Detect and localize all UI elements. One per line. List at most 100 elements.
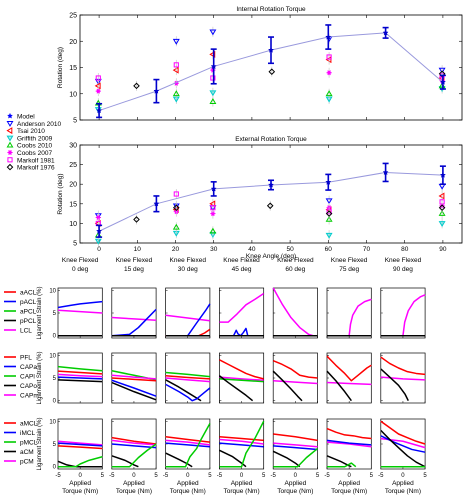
strain-series-line [219,359,264,380]
strain-series-line [111,443,157,468]
y-tick-label: 10 [49,288,56,294]
x-tick-label: -5 [163,473,169,479]
x-tick-label: 50 [286,246,294,253]
strain-series-line [380,376,426,381]
study-point [209,90,217,97]
study-point [268,68,276,76]
model-point [439,171,446,178]
panel-frame [219,287,265,339]
legend-label: CAPm [20,393,39,400]
strain-series-line [111,439,157,446]
strain-series-line [111,381,157,401]
study-point [325,90,333,97]
study-point-stroke [327,70,331,76]
y-tick-label: 10 [69,91,77,98]
internal-rotation-chart: Internal Rotation Torque 5 10 15 20 25 Rotatio… [57,6,463,125]
y-tick-label: 25 [69,162,77,169]
model-point [267,46,275,53]
study-point [438,221,446,227]
strain-series-line [218,375,254,402]
column-header-line1: Knee Flexed [385,257,422,264]
strain-series-line [326,455,352,468]
x-axis-label-bottom: Torque (Nm) [331,488,367,495]
y-tick-label: 25 [69,13,77,20]
y-tick-label: 5 [73,241,77,248]
strain-series-line [57,445,103,450]
y-tick-label: 10 [49,419,56,425]
study-point [327,71,331,75]
x-tick-label: -5 [324,473,330,479]
y-tick-label: 30 [69,143,77,150]
y-tick-label: 5 [73,118,77,125]
strain-series-line [111,308,157,337]
external-rotation-chart: External Rotation Torque 5 10 15 20 25 30 0 10 20… [57,136,463,260]
strain-series-line [272,287,314,337]
legend-label: aCM [20,449,34,456]
plot-frame [79,144,463,244]
column-header-line2: 60 deg [285,266,305,273]
strain-series-line [57,300,103,309]
study-point [210,205,216,211]
strain-series-line [219,378,264,383]
legend-label: Markolf 1981 [17,157,55,164]
strain-series-line [326,427,372,440]
study-point [266,202,274,210]
model-point [210,63,217,70]
strain-series-line [165,377,210,383]
strain-series-line [57,440,103,446]
x-tick-label: 80 [401,246,409,253]
x-axis-label-bottom: Torque (Nm) [62,488,98,495]
chart-title: Internal Rotation Torque [236,6,306,13]
column-header-line2: 45 deg [232,266,252,273]
x-axis-label-bottom: Torque (Nm) [170,488,206,495]
plot-frame [79,14,463,121]
x-tick-label: 0 [186,473,190,479]
study-point [209,200,216,208]
strain-series-line [165,452,193,468]
strain-series-line [57,460,103,468]
x-tick-label: 20 [172,246,180,253]
x-tick-label: -5 [217,473,223,479]
x-tick-label: 0 [294,473,298,479]
x-axis-label-top: Applied [69,480,91,487]
strain-series-line [111,316,157,322]
strain-series-line [111,374,157,380]
strain-series-line [273,433,318,442]
x-axis-label: Knee Angle (deg) [246,253,296,260]
study-point [438,67,446,74]
x-tick-label: 5 [101,473,105,479]
x-axis-label-top: Applied [392,480,414,487]
chart-title: External Rotation Torque [235,136,307,143]
study-point [173,62,179,68]
strain-series-line [326,355,372,382]
ligament-strain-grid: Knee Flexed 0 deg Knee Flexed 15 deg Knee Fl… [4,257,427,495]
study-point [209,227,217,234]
x-tick-label: 5 [316,473,320,479]
model-point [267,181,275,188]
x-tick-label: 5 [370,473,374,479]
legend-label: iMCL [20,430,36,437]
strain-series-line [57,376,103,380]
strain-series-line [57,379,103,383]
legend-label: aMCL [20,421,38,428]
study-point [172,90,180,97]
x-tick-label: 5 [262,473,266,479]
legend-marker-icon [6,135,14,142]
legend-label: Anderson 2010 [17,121,61,128]
strain-series-line [219,449,247,468]
study-point-stroke [211,211,215,217]
study-point [95,75,101,81]
strain-series-line [327,462,357,468]
model-point [210,185,217,192]
strain-series-line [380,429,426,468]
strain-series-line [111,379,157,397]
strain-series-line [273,379,318,385]
model-point [153,87,160,94]
model-point [96,107,103,114]
strain-series-line [380,368,409,402]
x-axis-label-bottom: Torque (Nm) [223,488,259,495]
legend-label: Coobs 2010 [17,143,52,150]
y-tick-label: 15 [69,65,77,72]
legend-marker-icon [6,163,14,171]
